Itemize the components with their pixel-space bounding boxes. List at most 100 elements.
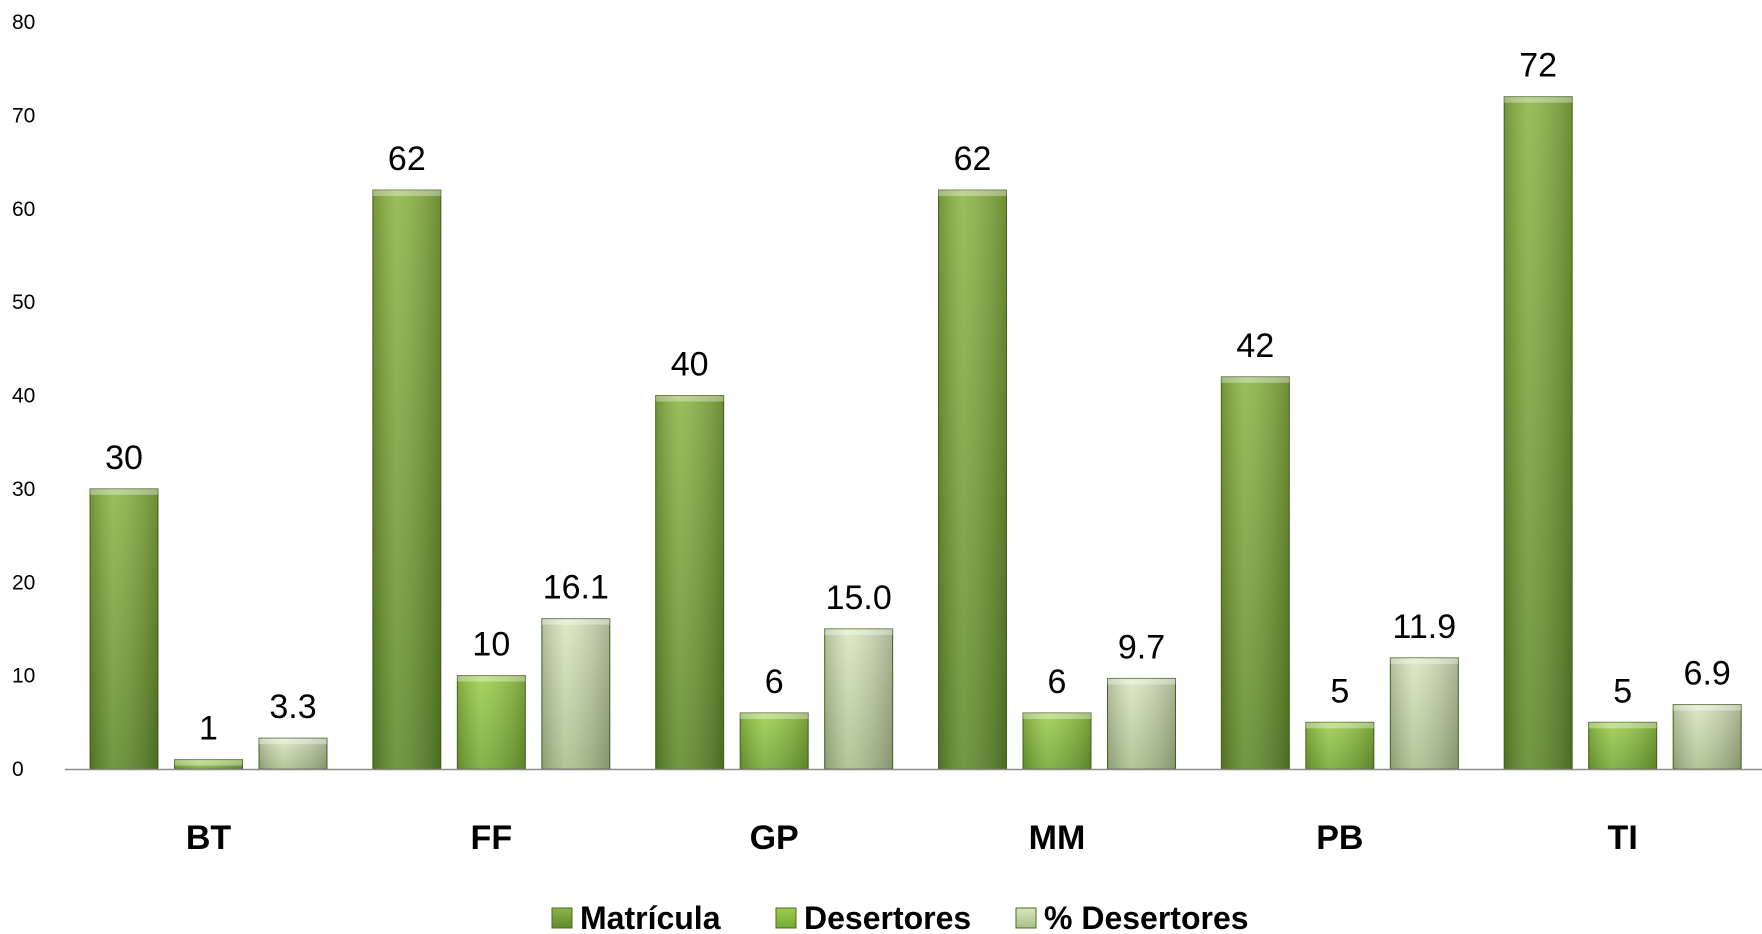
bar-shading: [1504, 96, 1573, 769]
data-label-pct-desertores-gp: 15.0: [826, 579, 892, 617]
data-label-pct-desertores-pb: 11.9: [1393, 608, 1457, 646]
bar-shading: [824, 628, 893, 769]
bar-shading: [1107, 678, 1176, 769]
y-axis: 0 10 20 30 40 50 60 70 80: [12, 11, 35, 781]
data-label-desertores-bt: 1: [199, 710, 218, 748]
legend-label: Matrícula: [580, 900, 721, 934]
bar-pct-desertores-gp: [824, 628, 894, 770]
bar-matricula-mm: [938, 189, 1007, 770]
bar-shading: [1673, 704, 1742, 769]
bar-pct-desertores-ti: [1672, 704, 1742, 770]
legend-item-pct-desertores: % Desertores: [1015, 900, 1249, 934]
x-tick-label-gp: GP: [750, 819, 799, 857]
y-tick-label: 10: [12, 665, 35, 688]
legend-swatch: [775, 907, 797, 929]
bar-pct-desertores-bt: [258, 737, 328, 770]
bar-cap: [938, 190, 1007, 197]
data-label-pct-desertores-bt: 3.3: [269, 688, 316, 726]
bar-shading: [938, 190, 1007, 769]
bar-cap: [1023, 712, 1091, 719]
bar-shading: [457, 675, 526, 769]
bar-cap: [824, 628, 893, 635]
data-label-matricula-gp: 40: [671, 346, 709, 384]
bar-shading: [259, 738, 327, 769]
data-label-desertores-pb: 5: [1330, 672, 1349, 710]
bar-desertores-pb: [1305, 721, 1375, 770]
bar-cap: [655, 395, 724, 402]
bar-cap: [1107, 678, 1176, 685]
bar-shading: [740, 712, 809, 769]
bar-shading: [372, 190, 441, 769]
bar-matricula-ti: [1503, 96, 1573, 770]
data-label-matricula-pb: 42: [1236, 327, 1274, 365]
bar-shading: [90, 488, 158, 769]
data-label-matricula-bt: 30: [105, 439, 143, 477]
legend-item-desertores: Desertores: [775, 900, 971, 934]
data-label-pct-desertores-ff: 16.1: [543, 569, 609, 607]
bar-shading: [1023, 712, 1091, 769]
data-label-desertores-ff: 10: [472, 626, 510, 664]
x-tick-label-pb: PB: [1316, 819, 1363, 857]
bar-cap: [372, 190, 441, 197]
y-tick-label: 20: [12, 571, 35, 594]
y-tick-label: 30: [12, 478, 35, 501]
data-label-matricula-ti: 72: [1519, 47, 1557, 85]
bar-desertores-ti: [1588, 721, 1658, 770]
bar-pct-desertores-ff: [541, 618, 611, 770]
y-tick-label: 50: [12, 291, 35, 314]
x-tick-label-ff: FF: [471, 819, 513, 857]
data-label-desertores-gp: 6: [765, 663, 784, 701]
bar-cap: [457, 675, 526, 682]
bar-cap: [90, 488, 158, 495]
bar-desertores-bt: [174, 759, 243, 770]
bar-matricula-pb: [1220, 376, 1290, 770]
y-tick-label: 40: [12, 385, 35, 408]
bar-shading: [1221, 376, 1290, 769]
x-tick-label-mm: MM: [1029, 819, 1086, 857]
data-label-matricula-ff: 62: [388, 140, 426, 178]
bar-cap: [1504, 96, 1573, 103]
bar-shading: [1390, 657, 1459, 769]
data-label-pct-desertores-ti: 6.9: [1684, 655, 1731, 693]
data-label-desertores-ti: 5: [1613, 672, 1632, 710]
legend-label: Desertores: [804, 900, 971, 934]
bar-cap: [1221, 376, 1290, 383]
legend-label: % Desertores: [1044, 900, 1249, 934]
bar-shading: [174, 759, 243, 769]
bar-matricula-ff: [372, 189, 442, 770]
bar-cap: [1588, 722, 1657, 729]
x-axis: BT FF GP MM PB TI: [65, 768, 1762, 857]
bars: [89, 96, 1742, 770]
bar-desertores-ff: [456, 675, 526, 770]
data-label-pct-desertores-mm: 9.7: [1118, 628, 1165, 666]
bar-cap: [740, 712, 809, 719]
bar-desertores-mm: [1022, 712, 1092, 770]
bar-cap: [259, 738, 327, 745]
y-tick-label: 80: [12, 11, 35, 34]
data-label-matricula-mm: 62: [954, 140, 992, 178]
data-labels: 30 1 3.3 62 10 16.1 40 6 15.0 62 6 9.7 42 5 11.9 72 5 6.9: [105, 47, 1731, 748]
bar-cap: [1390, 657, 1459, 664]
y-tick-label: 60: [12, 198, 35, 221]
legend-item-matricula: Matrícula: [551, 900, 721, 934]
bar-cap: [541, 618, 610, 625]
bar-shading: [655, 395, 724, 769]
y-tick-label: 0: [12, 758, 24, 781]
legend-swatch: [551, 907, 573, 929]
x-tick-label-bt: BT: [186, 819, 232, 857]
bar-pct-desertores-pb: [1389, 657, 1459, 770]
bar-shading: [541, 618, 610, 769]
data-label-desertores-mm: 6: [1048, 663, 1067, 701]
legend-swatch: [1015, 907, 1037, 929]
bar-shading: [1588, 722, 1657, 769]
legend: Matrícula Desertores % Desertores: [551, 900, 1249, 934]
bar-pct-desertores-mm: [1107, 677, 1176, 770]
bar-cap: [1305, 722, 1374, 729]
x-tick-label-ti: TI: [1608, 819, 1638, 857]
y-tick-label: 70: [12, 104, 35, 127]
bar-matricula-gp: [655, 395, 725, 770]
bar-matricula-bt: [89, 488, 159, 770]
bar-cap: [1673, 704, 1742, 711]
